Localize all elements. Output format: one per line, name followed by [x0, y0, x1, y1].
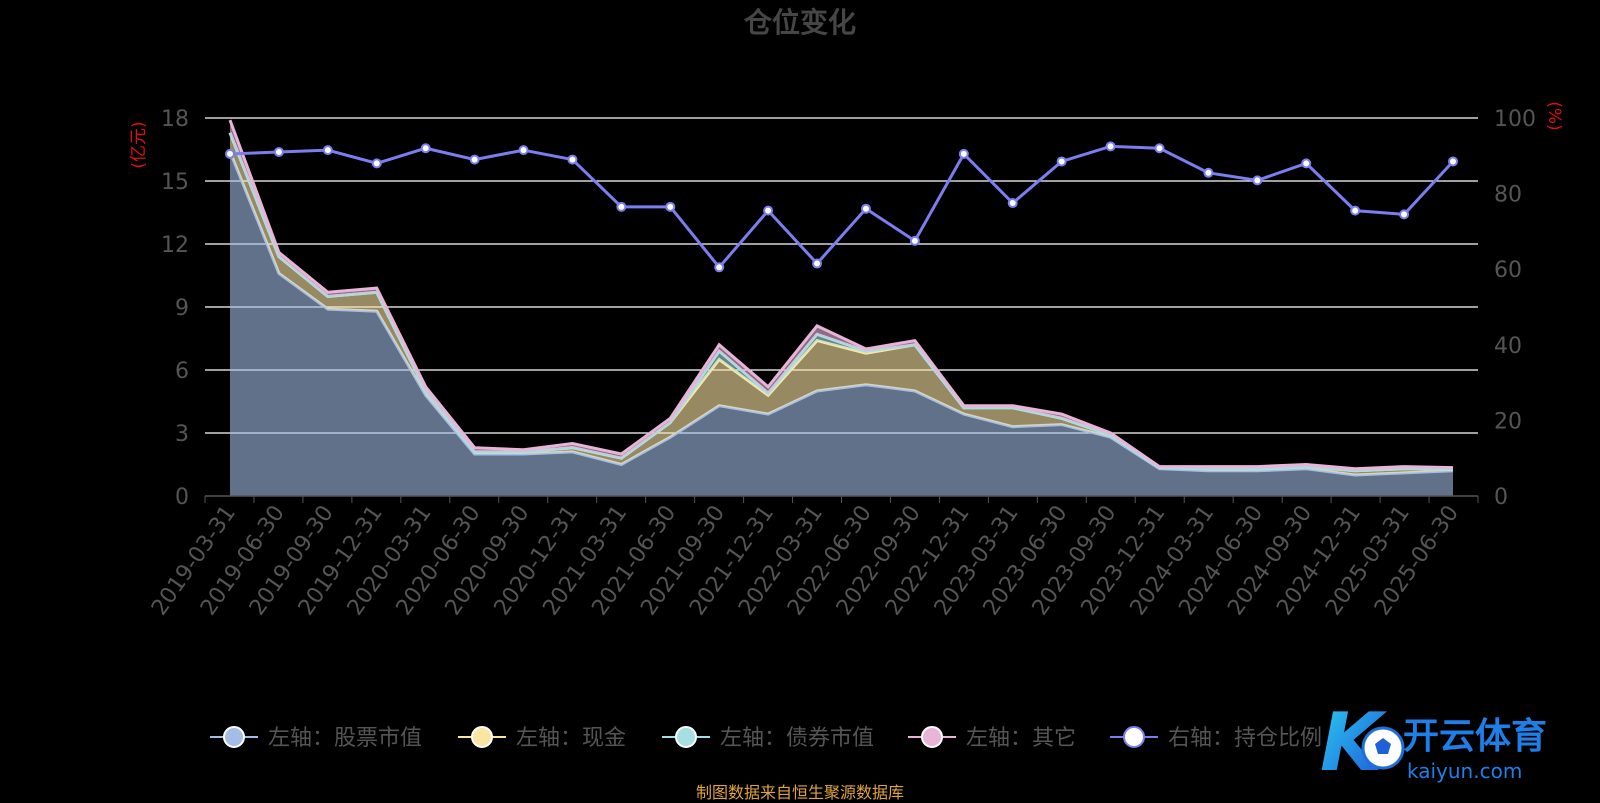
ratio-point [1448, 156, 1458, 167]
right-y-tick-label: 100 [1494, 107, 1536, 132]
legend-circle-marker [675, 726, 697, 748]
legend-label: 左轴：债券市值 [720, 726, 874, 751]
right-y-tick-label: 60 [1494, 258, 1522, 283]
ratio-point [1105, 141, 1116, 152]
right-y-tick-label: 40 [1494, 334, 1522, 359]
legend-circle-marker [223, 726, 245, 748]
right-y-tick-label: 0 [1494, 485, 1508, 510]
ratio-point [469, 154, 480, 165]
ratio-point [1056, 156, 1067, 167]
ratio-point [322, 145, 333, 156]
kaiyun-watermark-logo: K 开云体育 kaiyun.com [1320, 700, 1547, 789]
ratio-point [812, 258, 823, 269]
ratio-point [1350, 205, 1361, 216]
right-axis-unit-label: (%) [1544, 101, 1564, 130]
stacked-areas [228, 119, 1454, 496]
ratio-point [273, 147, 284, 158]
legend-label: 左轴：现金 [516, 726, 626, 751]
left-y-tick-label: 3 [175, 422, 189, 447]
left-axis-unit-label: (亿元) [129, 121, 149, 168]
legend-circle-marker [1123, 726, 1145, 748]
ratio-line-path [229, 144, 1455, 270]
data-source-note: 制图数据来自恒生聚源数据库 [695, 783, 904, 802]
left-y-tick-label: 15 [161, 170, 189, 195]
watermark-brand-en: kaiyun.com [1407, 759, 1522, 783]
ratio-point [909, 235, 920, 246]
chart-title: 仓位变化 [744, 6, 856, 39]
ratio-line [225, 141, 1458, 273]
left-y-tick-label: 9 [175, 296, 189, 321]
left-y-tick-label: 0 [175, 485, 189, 510]
left-y-tick-label: 12 [161, 233, 189, 258]
legend-circle-marker [471, 726, 493, 748]
ratio-point [567, 154, 578, 165]
left-y-tick-label: 6 [175, 359, 189, 384]
ratio-point [1007, 198, 1018, 209]
right-y-tick-label: 80 [1494, 183, 1522, 208]
watermark-brand-cn: 开云体育 [1403, 716, 1547, 757]
legend-label: 右轴：持仓比例 [1168, 726, 1322, 751]
ratio-point [616, 201, 627, 212]
ratio-point [1154, 143, 1165, 154]
ratio-point [714, 262, 725, 273]
ratio-point [1252, 175, 1263, 186]
right-y-tick-label: 20 [1494, 409, 1522, 434]
left-y-tick-label: 18 [161, 107, 189, 132]
ratio-point [371, 158, 382, 169]
ratio-point [1203, 167, 1214, 178]
ratio-point [225, 148, 235, 159]
ratio-point [420, 143, 431, 154]
legend: 左轴：股票市值 左轴：现金 左轴：债券市值 左轴：其它 右轴：持仓比例 [210, 726, 1322, 751]
legend-label: 左轴：其它 [966, 726, 1076, 751]
ratio-point [763, 205, 774, 216]
legend-label: 左轴：股票市值 [268, 726, 422, 751]
ratio-point [665, 201, 676, 212]
area-左轴：股票市值 [230, 151, 1453, 496]
ratio-point [1399, 209, 1410, 220]
ratio-point [518, 145, 529, 156]
legend-circle-marker [921, 726, 943, 748]
ratio-point [1301, 158, 1312, 169]
ratio-point [958, 148, 969, 159]
area-edge-左轴：其它 [228, 119, 1454, 471]
ratio-point [860, 203, 871, 214]
